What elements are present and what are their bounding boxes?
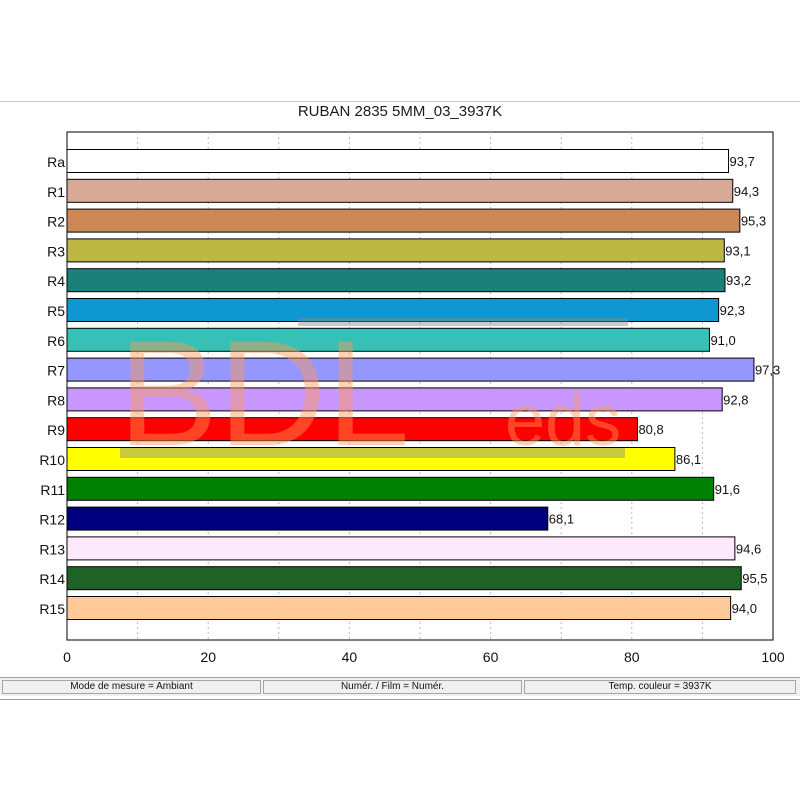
value-label: 92,8 bbox=[723, 392, 748, 407]
value-label: 93,2 bbox=[726, 273, 751, 288]
bar-r1 bbox=[66, 178, 734, 203]
x-tick-labels: 0 20 40 60 80 100 bbox=[63, 649, 785, 665]
category-label: R5 bbox=[47, 303, 65, 319]
bar-r3 bbox=[66, 238, 725, 263]
value-label: 95,5 bbox=[742, 571, 767, 586]
x-tick-label: 100 bbox=[761, 649, 785, 665]
category-label: R11 bbox=[40, 482, 65, 498]
bar-r9 bbox=[66, 417, 638, 442]
category-label: R8 bbox=[47, 392, 65, 408]
category-label: R7 bbox=[47, 363, 65, 379]
value-label: 95,3 bbox=[741, 214, 766, 229]
x-tick-label: 0 bbox=[63, 649, 71, 665]
bar-r4 bbox=[66, 268, 726, 293]
bar-r2 bbox=[66, 208, 741, 233]
value-label: 94,3 bbox=[734, 184, 759, 199]
bars bbox=[66, 149, 755, 620]
bar-r6 bbox=[66, 327, 710, 352]
status-measure-mode: Mode de mesure = Ambiant bbox=[2, 680, 261, 694]
category-label: R14 bbox=[39, 571, 65, 587]
bar-chart: Ra R1 R2 R3 R4 R5 R6 R7 R8 R9 R10 R11 R12 R13 R14 R15 9… bbox=[39, 131, 785, 665]
bar-r11 bbox=[66, 476, 715, 501]
value-label: 91,0 bbox=[710, 333, 735, 348]
value-labels: 93,7 94,3 95,3 93,1 93,2 92,3 91,0 97,3 92,8 80,8… bbox=[549, 154, 780, 616]
category-label: R15 bbox=[39, 601, 65, 617]
status-color-temp: Temp. couleur = 3937K bbox=[524, 680, 796, 694]
bar-r5 bbox=[66, 298, 720, 322]
category-label: R2 bbox=[47, 214, 65, 230]
bar-r14 bbox=[66, 566, 742, 591]
value-label: 86,1 bbox=[676, 452, 701, 467]
chart-title: RUBAN 2835 5MM_03_3937K bbox=[297, 103, 503, 120]
status-bar: Mode de mesure = Ambiant Numér. / Film =… bbox=[0, 677, 800, 696]
category-label: R3 bbox=[47, 243, 65, 259]
bar-r8 bbox=[66, 387, 723, 412]
category-label: R6 bbox=[47, 333, 65, 349]
bar-r13 bbox=[66, 536, 736, 561]
category-label: Ra bbox=[47, 154, 65, 170]
category-label: R1 bbox=[47, 184, 65, 200]
bar-r12 bbox=[66, 506, 549, 531]
x-tick-label: 60 bbox=[483, 649, 499, 665]
category-label: R10 bbox=[39, 452, 65, 468]
value-label: 92,3 bbox=[720, 303, 745, 318]
category-label: R4 bbox=[47, 273, 65, 289]
value-label: 80,8 bbox=[638, 422, 663, 437]
category-label: R13 bbox=[39, 541, 65, 557]
value-label: 91,6 bbox=[715, 482, 740, 497]
value-label: 94,0 bbox=[732, 601, 757, 616]
category-labels: Ra R1 R2 R3 R4 R5 R6 R7 R8 R9 R10 R11 R12 R13 R14 R15 bbox=[39, 154, 65, 617]
x-tick-label: 40 bbox=[342, 649, 358, 665]
value-label: 68,1 bbox=[549, 512, 574, 527]
bar-r7 bbox=[66, 357, 755, 382]
value-label: 93,7 bbox=[730, 154, 755, 169]
value-label: 93,1 bbox=[725, 243, 750, 258]
value-label: 97,3 bbox=[755, 363, 780, 378]
bar-r10 bbox=[66, 447, 676, 471]
bar-ra bbox=[66, 149, 730, 173]
bar-r15 bbox=[66, 596, 732, 620]
category-label: R12 bbox=[39, 512, 65, 528]
x-tick-label: 20 bbox=[200, 649, 216, 665]
x-tick-label: 80 bbox=[624, 649, 640, 665]
status-film-mode: Numér. / Film = Numér. bbox=[263, 680, 522, 694]
value-label: 94,6 bbox=[736, 541, 761, 556]
category-label: R9 bbox=[47, 422, 65, 438]
